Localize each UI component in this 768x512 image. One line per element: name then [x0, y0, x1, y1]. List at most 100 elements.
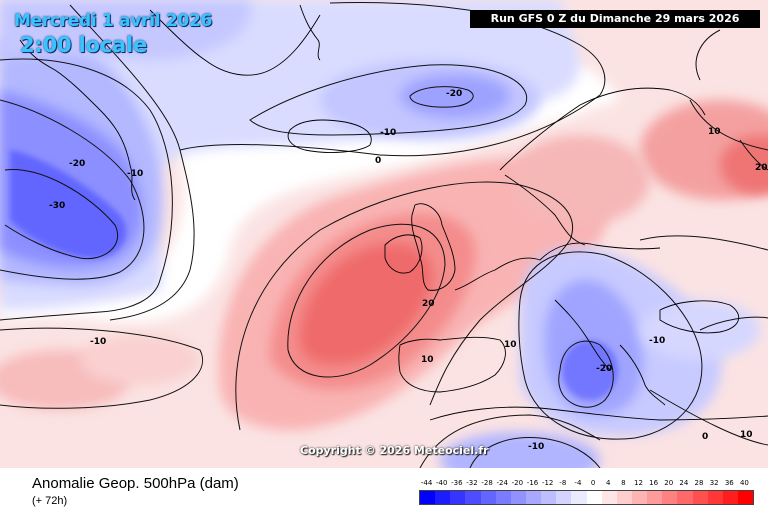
scale-label: -8 — [559, 479, 567, 487]
scale-swatch — [662, 491, 678, 504]
scale-label: 28 — [694, 479, 704, 487]
contour-label: -20 — [596, 364, 612, 374]
contour-zero-east — [639, 235, 768, 446]
scale-swatch — [647, 491, 663, 504]
scale-label: 20 — [664, 479, 674, 487]
contour-label-group: -30 -20 -10 -20 -10 0 10 -10 20 10 20 10… — [49, 89, 768, 452]
iceland-coast — [287, 119, 372, 153]
contour-10-ridge — [235, 181, 573, 431]
scale-swatch — [480, 491, 496, 504]
scale-swatch — [722, 491, 738, 504]
legend-footer: Anomalie Geop. 500hPa (dam) (+ 72h) -44-… — [0, 468, 768, 512]
greece-coast — [619, 344, 666, 406]
model-run-info: Run GFS 0 Z du Dimanche 29 mars 2026 — [470, 10, 760, 28]
scale-swatch — [616, 491, 632, 504]
scale-label: -24 — [496, 479, 508, 487]
scale-label: 0 — [590, 479, 596, 487]
anomaly-map: -30 -20 -10 -20 -10 0 10 -10 20 10 20 10… — [0, 0, 768, 468]
scale-swatch — [707, 491, 723, 504]
forecast-local-time: 2:00 locale — [20, 33, 148, 57]
scale-label: -36 — [451, 479, 463, 487]
scale-label: -16 — [526, 479, 539, 487]
coastlines — [19, 4, 768, 421]
scale-label: -20 — [511, 479, 524, 487]
scale-swatch — [525, 491, 542, 504]
north-africa-coast — [429, 406, 768, 421]
contour-label: -10 — [380, 128, 396, 138]
scale-swatch — [571, 491, 587, 504]
contour-minus-10-africa — [469, 436, 601, 468]
contour-zero-africa — [419, 414, 601, 468]
black-sea-coast — [659, 300, 740, 334]
contour-label: -10 — [90, 337, 106, 347]
greenland-east-coast — [299, 4, 321, 61]
contour-10-sub — [0, 327, 203, 409]
scale-label: 36 — [724, 479, 734, 487]
scale-label: 16 — [649, 479, 659, 487]
scandinavia-positive — [510, 135, 650, 225]
contour-label: 0 — [702, 432, 708, 442]
scale-swatch — [510, 491, 526, 504]
scale-swatch — [465, 491, 481, 504]
iceland-trough-core — [400, 74, 510, 118]
scale-label: 40 — [739, 479, 749, 487]
continent-coast — [454, 242, 661, 291]
greenland-coast — [19, 9, 321, 201]
russia-positive-core — [720, 135, 768, 195]
contour-label: 10 — [504, 340, 517, 350]
ireland-coast — [384, 234, 423, 274]
forecast-date: Mercredi 1 avril 2026 — [14, 11, 213, 31]
azores-positive-2 — [80, 335, 200, 385]
contour-label: 10 — [708, 127, 721, 137]
scale-swatch — [420, 491, 436, 504]
scandinavia-coast — [499, 87, 706, 246]
scale-swatch — [692, 491, 708, 504]
contour-label: 20 — [422, 299, 435, 309]
copyright-notice: Copyright © 2026 Meteociel.fr — [300, 444, 489, 457]
contour-minus-20-med — [558, 340, 614, 408]
scale-swatch — [631, 491, 648, 504]
legend-title: Anomalie Geop. 500hPa (dam) — [32, 475, 239, 492]
scale-label: -44 — [420, 479, 433, 487]
contour-label: 20 — [755, 163, 768, 173]
contour-label: 0 — [375, 156, 381, 166]
legend-subtitle: (+ 72h) — [32, 495, 68, 507]
contour-minus-10-med — [518, 251, 703, 440]
scale-swatch — [541, 491, 557, 504]
scale-swatch — [450, 491, 466, 504]
atlantic-ridge-core — [300, 243, 433, 365]
scale-label: 8 — [621, 479, 626, 487]
contour-minus-10-iceland — [249, 64, 528, 136]
contour-label: -10 — [649, 336, 665, 346]
greenland-core — [10, 150, 126, 259]
scale-label: 24 — [679, 479, 689, 487]
contour-minus-20-iceland — [409, 86, 474, 108]
scale-swatch — [435, 491, 451, 504]
contour-10-russia — [689, 29, 768, 151]
contour-minus-10-greenland — [0, 58, 173, 321]
scale-label: -28 — [481, 479, 493, 487]
color-scale-bar — [419, 490, 754, 505]
contour-minus-10-east — [699, 316, 768, 331]
scale-swatch — [677, 491, 693, 504]
scale-label: -40 — [435, 479, 448, 487]
scale-label: -4 — [574, 479, 582, 487]
contour-minus-20-greenland — [0, 99, 145, 280]
scale-swatch — [601, 491, 617, 504]
contour-label: 10 — [421, 355, 434, 365]
map-canvas: -30 -20 -10 -20 -10 0 10 -10 20 10 20 10… — [0, 0, 768, 468]
contour-minus-30 — [4, 168, 118, 260]
scale-label: 4 — [605, 479, 611, 487]
scale-label: -32 — [466, 479, 478, 487]
africa-negative — [440, 432, 600, 468]
contour-label: -20 — [446, 89, 462, 99]
scale-swatch — [586, 491, 602, 504]
iberia-coast — [398, 336, 506, 393]
labrador-area — [0, 0, 252, 60]
contour-label: -10 — [127, 169, 143, 179]
italy-coast — [554, 299, 611, 371]
contour-label: -20 — [69, 159, 85, 169]
color-scale-labels: -44 -40 -36 -32 -28 -24 -20 -16 -12 -8 -4 0 4 8 12 16 20… — [412, 479, 752, 489]
contour-label: -30 — [49, 201, 65, 211]
scale-swatch — [737, 491, 754, 504]
